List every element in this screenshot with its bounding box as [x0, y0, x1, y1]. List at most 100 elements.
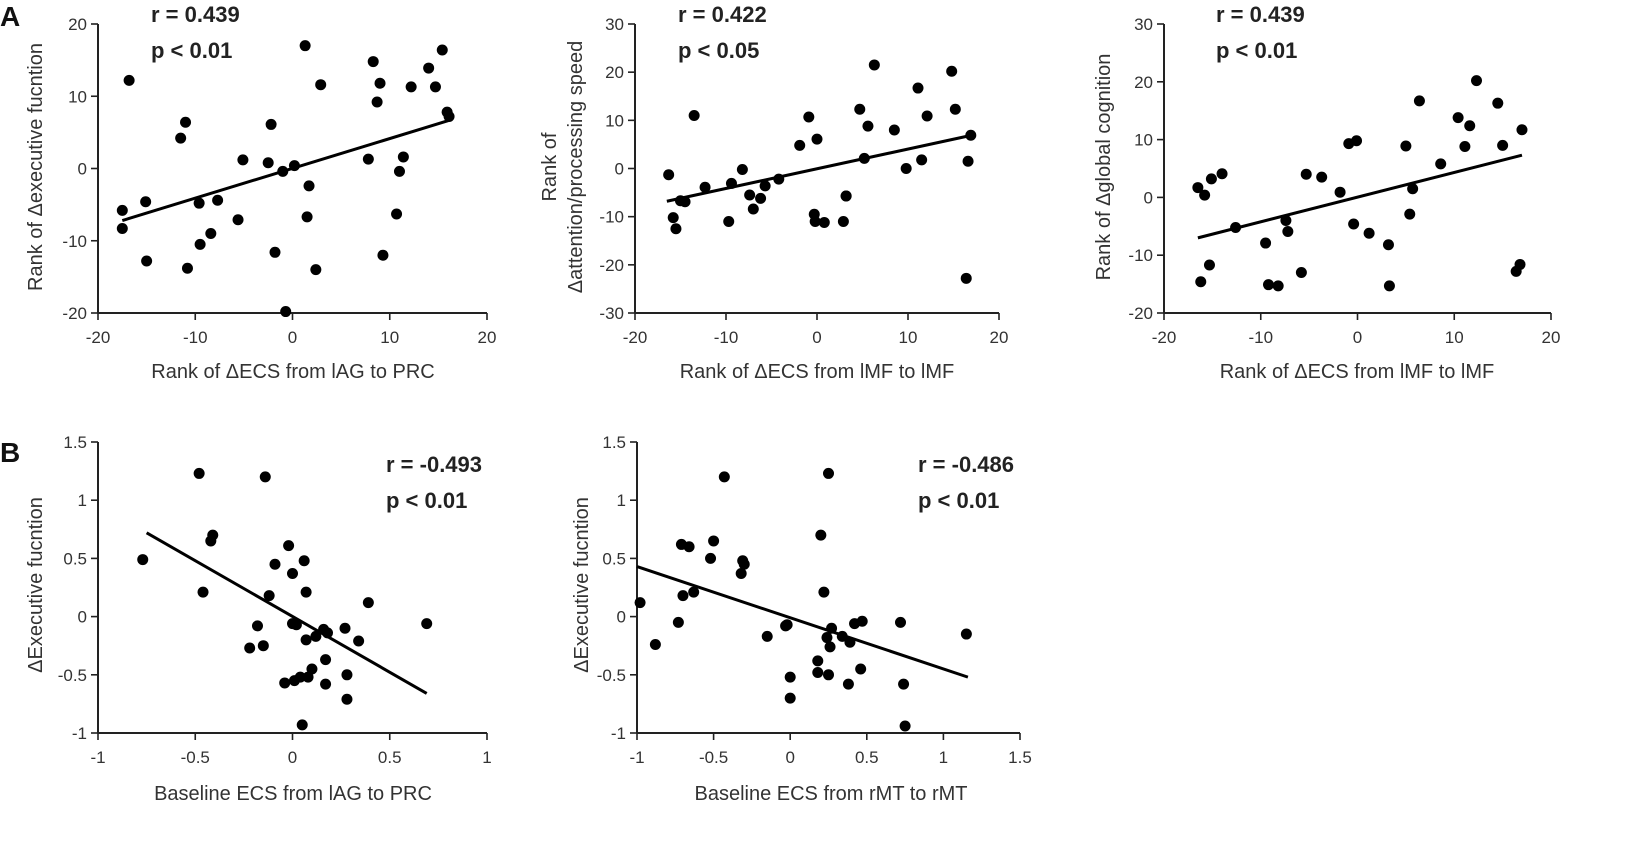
data-point — [723, 215, 735, 227]
correlation-r: r = 0.439 — [151, 2, 240, 27]
data-point — [1203, 259, 1215, 271]
x-tick-label: 20 — [990, 328, 1009, 347]
correlation-r: r = 0.422 — [678, 2, 767, 27]
y-tick-label: -30 — [599, 304, 624, 323]
data-point — [181, 262, 193, 274]
y-tick-label: -20 — [1128, 304, 1153, 323]
data-point — [116, 204, 128, 216]
chart-b2: ΔExecutive fucntion Baseline ECS from rM… — [571, 433, 1032, 805]
x-tick-label: 0.5 — [855, 748, 879, 767]
data-point — [688, 110, 700, 122]
data-point — [301, 211, 313, 223]
y-axis-title-line: Rank of — [539, 132, 561, 201]
y-tick-label: 0 — [617, 608, 626, 627]
y-tick-label: 1 — [617, 491, 626, 510]
data-point — [362, 597, 374, 609]
x-axis-title: Baseline ECS from lAG to PRC — [154, 783, 432, 805]
data-point — [391, 208, 403, 220]
data-point — [251, 620, 263, 632]
data-point — [821, 632, 833, 644]
data-point — [1404, 208, 1416, 220]
data-point — [137, 554, 149, 566]
x-tick-label: -20 — [1152, 328, 1177, 347]
data-point — [315, 79, 327, 91]
data-point — [868, 59, 880, 71]
data-point — [679, 196, 691, 208]
y-tick-label: -10 — [599, 208, 624, 227]
data-point — [393, 165, 405, 177]
data-point — [1262, 279, 1274, 291]
data-point — [1459, 141, 1471, 153]
data-point — [960, 272, 972, 284]
chart-a1: Rank of Δexecutive fucntion Rank of ΔECS… — [25, 2, 496, 383]
data-point — [705, 552, 717, 564]
data-point — [1348, 218, 1360, 230]
data-point — [341, 669, 353, 681]
data-point — [298, 555, 310, 567]
data-point — [946, 65, 958, 77]
data-point — [193, 467, 205, 479]
data-point — [244, 642, 256, 654]
data-point — [306, 663, 318, 675]
y-tick-label: 0 — [78, 160, 87, 179]
data-point — [1516, 124, 1528, 136]
y-axis-title: Rank of Δglobal cognition — [1093, 54, 1115, 281]
data-point — [353, 635, 365, 647]
data-point — [1300, 168, 1312, 180]
data-point — [812, 666, 824, 678]
data-point — [279, 677, 291, 689]
data-point — [1413, 95, 1425, 107]
data-point — [826, 622, 838, 634]
data-point — [677, 590, 689, 602]
data-point — [784, 671, 796, 683]
data-point — [1199, 189, 1211, 201]
x-tick-label: -10 — [1248, 328, 1273, 347]
data-point — [1230, 221, 1242, 233]
data-point — [899, 720, 911, 732]
x-axis-title: Rank of ΔECS from lAG to PRC — [151, 361, 434, 383]
data-point — [429, 81, 441, 93]
data-point — [194, 238, 206, 250]
data-point — [818, 586, 830, 598]
data-point — [397, 151, 409, 163]
p-value: p < 0.01 — [1216, 38, 1297, 63]
x-axis-title: Rank of ΔECS from lMF to lMF — [680, 361, 955, 383]
x-tick-label: 1.5 — [1008, 748, 1032, 767]
data-point — [855, 663, 867, 675]
data-point — [232, 214, 244, 226]
correlation-r: r = -0.493 — [386, 452, 482, 477]
data-point — [862, 120, 874, 132]
data-point — [794, 139, 806, 151]
data-point — [1497, 139, 1509, 151]
data-point — [362, 153, 374, 165]
data-point — [310, 264, 322, 276]
data-point — [421, 618, 433, 630]
data-point — [277, 165, 289, 177]
y-axis-title: Rank of Δexecutive fucntion — [25, 43, 47, 291]
data-point — [747, 203, 759, 215]
data-point — [761, 630, 773, 642]
data-point — [377, 249, 389, 261]
x-axis-title: Baseline ECS from rMT to rMT — [694, 783, 967, 805]
chart-a2: Rank of Δattention/processing speed Rank… — [539, 2, 1008, 383]
y-tick-label: 30 — [1134, 15, 1153, 34]
data-point — [1205, 173, 1217, 185]
p-value: p < 0.01 — [918, 488, 999, 513]
x-tick-label: -0.5 — [181, 748, 210, 767]
correlation-r: r = -0.486 — [918, 452, 1014, 477]
data-point — [759, 180, 771, 192]
data-point — [443, 110, 455, 122]
data-point — [287, 568, 298, 580]
data-point — [259, 471, 271, 483]
data-point — [237, 154, 249, 166]
data-point — [320, 654, 332, 666]
data-point — [667, 212, 679, 224]
data-point — [836, 630, 848, 642]
data-point — [960, 628, 972, 640]
data-point — [140, 196, 152, 208]
y-axis-title: Δattention/processing speed — [565, 41, 587, 293]
data-point — [290, 619, 302, 631]
data-point — [294, 671, 306, 683]
data-point — [688, 586, 700, 598]
